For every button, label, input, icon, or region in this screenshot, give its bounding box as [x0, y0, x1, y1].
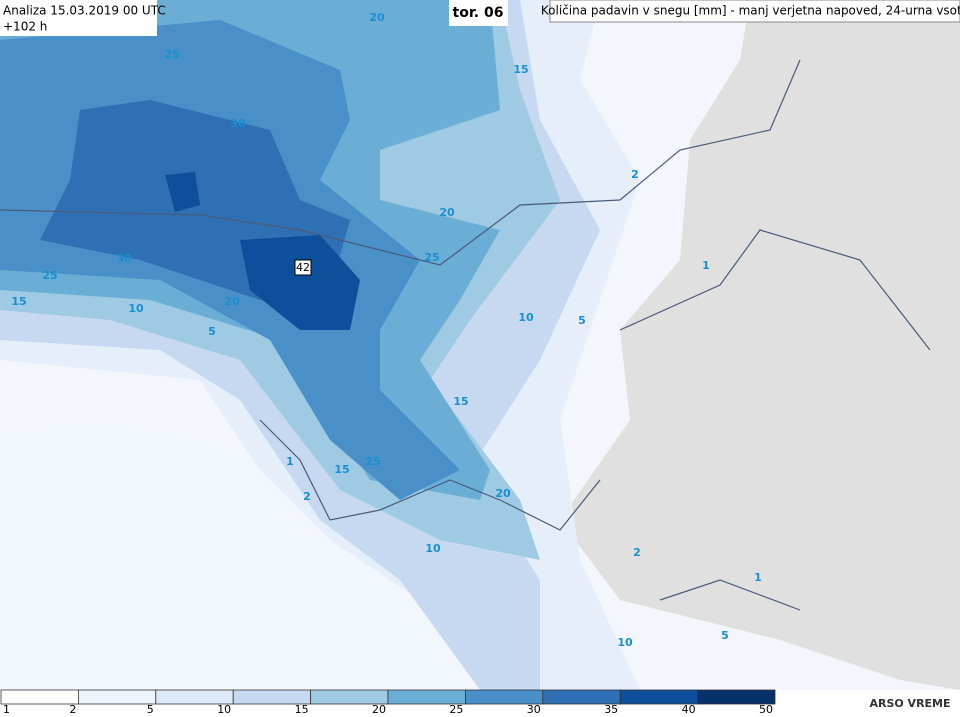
- contour-label: 1: [754, 571, 762, 584]
- contour-label: 5: [578, 314, 586, 327]
- legend-label: 40: [682, 703, 696, 716]
- maximum: 42: [296, 261, 310, 274]
- legend-swatch: [78, 689, 157, 705]
- contour-label: 15: [513, 63, 528, 76]
- contour-label: 30: [230, 117, 246, 130]
- contour-label: 20: [369, 11, 385, 24]
- contour-label: 1: [286, 455, 294, 468]
- contour-label: 2: [631, 168, 639, 181]
- zone-35: [165, 172, 360, 330]
- legend-swatch: [155, 689, 234, 705]
- contour-label: 20: [495, 487, 511, 500]
- header-box: [0, 0, 157, 36]
- contour-label: 10: [617, 636, 633, 649]
- title: Količina padavin v snegu [mm] - manj ver…: [541, 4, 960, 18]
- lead-time: +102 h: [3, 20, 47, 34]
- contour-label: 2: [303, 490, 311, 503]
- legend-label: 25: [449, 703, 463, 716]
- legend-label: 10: [217, 703, 231, 716]
- contour-label: 10: [128, 302, 144, 315]
- contour-label: 15: [11, 295, 26, 308]
- legend-swatch: [310, 689, 389, 705]
- day: tor. 06: [453, 5, 504, 21]
- contour-label: 25: [42, 269, 57, 282]
- contour-label: 2: [633, 546, 641, 559]
- contour-label: 1: [702, 259, 710, 272]
- analysis-time: Analiza 15.03.2019 00 UTC: [3, 4, 166, 18]
- legend-swatch: [542, 689, 621, 705]
- contour-label: 20: [439, 206, 455, 219]
- day-box: [449, 0, 508, 26]
- max-box: [294, 259, 312, 276]
- contour-label: 5: [721, 629, 729, 642]
- legend-label: 2: [69, 703, 76, 716]
- legend-label: 5: [147, 703, 154, 716]
- legend-swatch: [0, 689, 79, 705]
- brand: ARSO VREME: [869, 697, 950, 710]
- legend-swatch: [387, 689, 466, 705]
- contour-label: 25: [424, 251, 439, 264]
- contour-label: 15: [453, 395, 468, 408]
- legend-label: 30: [527, 703, 541, 716]
- contour-label: 20: [224, 295, 240, 308]
- contour-label: 30: [116, 252, 132, 265]
- legend-label: 1: [3, 703, 10, 716]
- legend-label: 20: [372, 703, 386, 716]
- legend-label: 50: [759, 703, 773, 716]
- legend-swatch: [619, 689, 699, 705]
- contour-label: 25: [365, 455, 380, 468]
- legend-label: 15: [295, 703, 309, 716]
- legend-swatch: [464, 689, 544, 705]
- legend-label: 35: [604, 703, 618, 716]
- contour-label: 15: [334, 463, 349, 476]
- contour-label: 25: [164, 48, 179, 61]
- legend-swatch: [232, 689, 311, 705]
- contour-label: 5: [208, 325, 216, 338]
- legend-swatch: [697, 689, 776, 705]
- title-box: [549, 0, 960, 23]
- borders: [0, 59, 931, 611]
- contour-label: 10: [518, 311, 534, 324]
- contour-label: 10: [425, 542, 441, 555]
